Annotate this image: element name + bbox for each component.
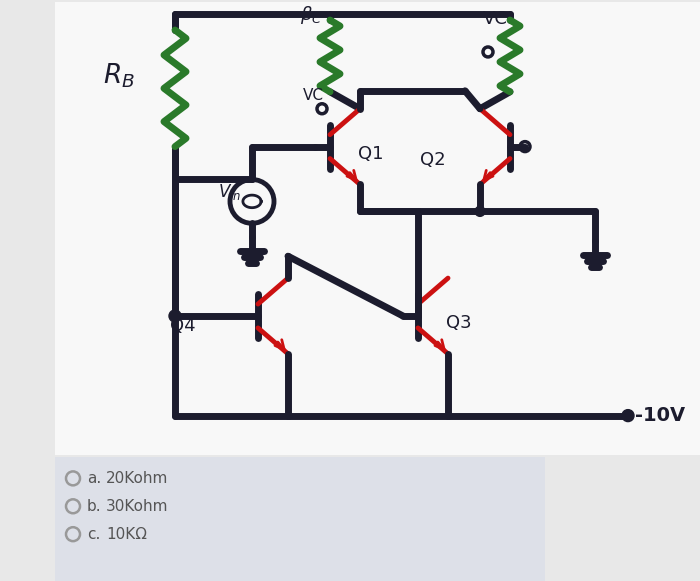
Text: Q2: Q2 <box>420 150 446 168</box>
Text: $R_B$: $R_B$ <box>103 62 135 90</box>
Text: VC: VC <box>483 10 508 28</box>
Text: a.: a. <box>87 471 101 486</box>
Text: -10V: -10V <box>635 406 685 425</box>
Text: 20Kohm: 20Kohm <box>106 471 169 486</box>
Text: Q3: Q3 <box>446 314 472 332</box>
Circle shape <box>622 410 634 422</box>
Circle shape <box>169 310 181 322</box>
Bar <box>55 2 700 456</box>
Text: b.: b. <box>87 499 101 514</box>
Text: Q1: Q1 <box>358 145 384 163</box>
Text: $\beta_C$: $\beta_C$ <box>300 4 322 26</box>
Text: 30Kohm: 30Kohm <box>106 499 169 514</box>
Text: c.: c. <box>87 527 100 542</box>
Bar <box>55 457 545 581</box>
Circle shape <box>475 206 485 216</box>
Text: $V_{in}$: $V_{in}$ <box>218 182 241 202</box>
Text: VC: VC <box>303 88 324 103</box>
Text: Q4: Q4 <box>170 317 195 335</box>
Text: 10KΩ: 10KΩ <box>106 527 147 542</box>
